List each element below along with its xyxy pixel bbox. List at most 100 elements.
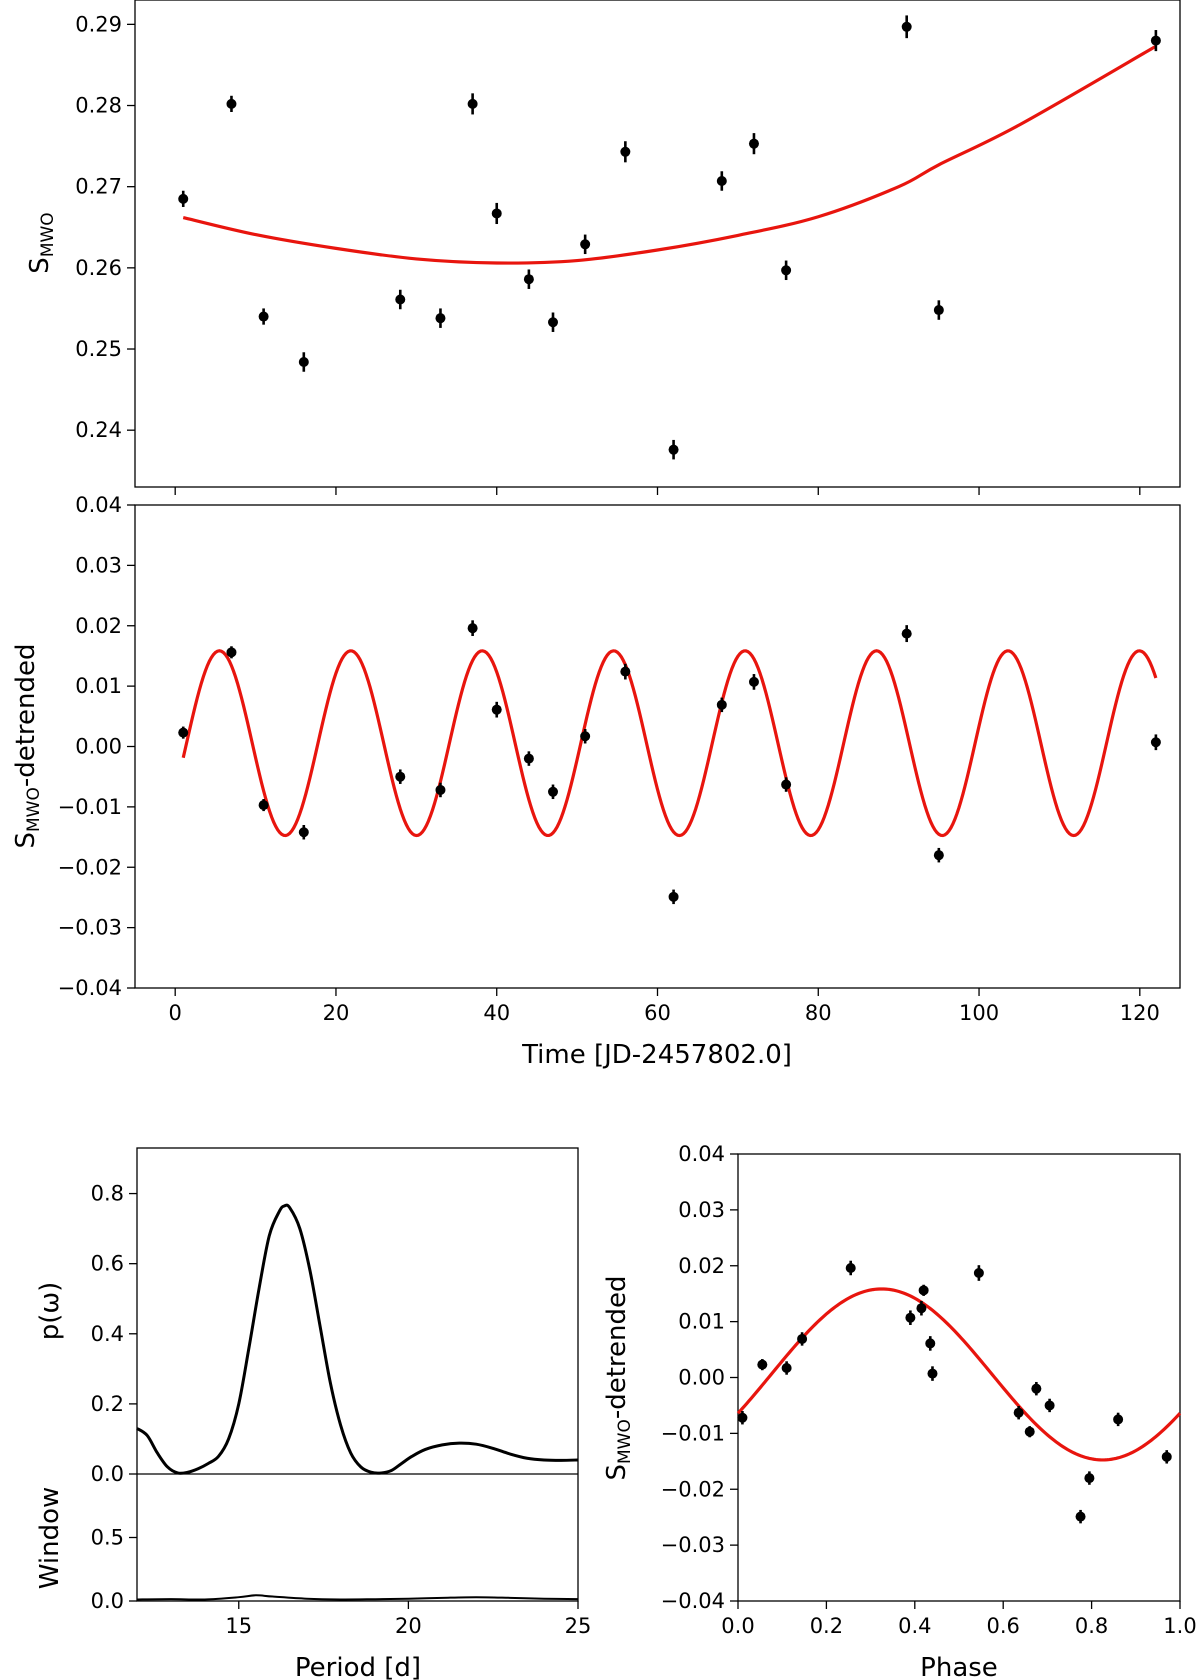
- middle-xtick-label: 0: [169, 1001, 182, 1025]
- top-data-point: [716, 176, 727, 187]
- phase-x-axis-label: Phase: [920, 1653, 998, 1680]
- periodogram-xtick-label: 20: [395, 1614, 422, 1638]
- middle-data-point: [298, 827, 309, 838]
- phase-data-point: [1031, 1383, 1042, 1394]
- middle-ytick-label: 0.01: [75, 674, 122, 698]
- middle-data-point: [435, 784, 446, 795]
- top-panel: 0.24 0.25 0.26 0.27 0.28 0.29 SMWO: [25, 0, 1181, 495]
- periodogram-window-curve: [136, 1594, 579, 1601]
- middle-x-ticks: 0 20 40 60 80 100 120: [169, 988, 1160, 1025]
- middle-data-point: [491, 704, 502, 715]
- phase-panel: −0.04 −0.03 −0.02 −0.01 0.00 0.01 0.02 0.03 0.04…: [602, 1142, 1197, 1680]
- phase-data-point: [781, 1363, 792, 1374]
- middle-data-points: [178, 620, 1161, 905]
- periodogram-power-curve: [136, 1203, 579, 1475]
- phase-data-point: [918, 1285, 929, 1296]
- middle-ytick-label: 0.00: [75, 735, 122, 759]
- phase-data-point: [845, 1262, 856, 1273]
- phase-ytick-label: −0.01: [661, 1421, 725, 1445]
- middle-xtick-label: 80: [805, 1001, 832, 1025]
- phase-xtick-label: 0.0: [721, 1614, 754, 1638]
- middle-data-point: [620, 666, 631, 677]
- middle-y-axis-label: SMWO-detrended: [11, 643, 44, 848]
- middle-ytick-label: 0.02: [75, 614, 122, 638]
- middle-data-point: [548, 786, 558, 797]
- top-data-point: [467, 98, 478, 109]
- middle-y-ticks: −0.04 −0.03 −0.02 −0.01 0.00 0.01 0.02 0.03 0.04: [58, 493, 135, 1000]
- top-data-point: [668, 444, 679, 455]
- top-data-point: [523, 274, 534, 285]
- top-data-point: [548, 317, 558, 328]
- top-data-point: [491, 208, 502, 219]
- middle-xtick-label: 100: [959, 1001, 999, 1025]
- top-y-axis-label: SMWO: [25, 212, 58, 273]
- phase-data-point: [737, 1412, 748, 1423]
- middle-data-point: [781, 779, 792, 790]
- phase-data-point: [973, 1268, 984, 1279]
- periodogram-upper-ytick-label: 0.0: [91, 1462, 124, 1486]
- phase-y-axis-label: SMWO-detrended: [602, 1275, 635, 1480]
- phase-ytick-label: 0.02: [678, 1254, 725, 1278]
- periodogram-x-axis-label: Period [d]: [295, 1653, 421, 1680]
- phase-x-ticks: 0.0 0.2 0.4 0.6 0.8 1.0: [721, 1601, 1197, 1638]
- periodogram-lower-y-label: Window: [35, 1487, 65, 1590]
- top-data-point: [298, 357, 309, 368]
- periodogram-upper-ytick-label: 0.2: [91, 1392, 124, 1416]
- top-data-point: [395, 294, 406, 305]
- top-data-point: [933, 305, 944, 316]
- phase-xtick-label: 0.4: [898, 1614, 931, 1638]
- top-data-point: [620, 146, 631, 157]
- top-trend-line: [182, 44, 1157, 265]
- top-ytick-label: 0.24: [75, 418, 122, 442]
- top-data-point: [226, 98, 237, 109]
- phase-xtick-label: 0.8: [1075, 1614, 1108, 1638]
- top-ytick-label: 0.28: [75, 94, 122, 118]
- middle-ytick-label: −0.01: [58, 795, 122, 819]
- phase-data-point: [757, 1359, 768, 1370]
- middle-xtick-label: 120: [1120, 1001, 1160, 1025]
- phase-xtick-label: 0.2: [810, 1614, 843, 1638]
- middle-data-point: [523, 753, 534, 764]
- phase-data-point: [927, 1368, 938, 1379]
- periodogram-panel: 0.0 0.2 0.4 0.6 0.8 0.0 0.5 15 20 25 p(ω) Windo…: [35, 1147, 592, 1680]
- phase-data-point: [1044, 1400, 1055, 1411]
- middle-sine-fit: [181, 649, 1158, 838]
- middle-data-point: [933, 850, 944, 861]
- middle-xtick-label: 20: [323, 1001, 350, 1025]
- top-ytick-label: 0.29: [75, 12, 122, 36]
- middle-ytick-label: −0.03: [58, 916, 122, 940]
- top-data-point: [178, 193, 189, 204]
- phase-ytick-label: 0.03: [678, 1198, 725, 1222]
- periodogram-lower-ytick-label: 0.0: [91, 1589, 124, 1613]
- middle-ytick-label: −0.04: [58, 976, 122, 1000]
- middle-data-point: [467, 623, 478, 634]
- periodogram-upper-ytick-label: 0.6: [91, 1252, 124, 1276]
- phase-ytick-label: −0.02: [661, 1477, 725, 1501]
- top-ytick-label: 0.26: [75, 256, 122, 280]
- periodogram-upper-y-ticks: 0.0 0.2 0.4 0.6 0.8: [91, 1182, 137, 1486]
- middle-xtick-label: 40: [483, 1001, 510, 1025]
- phase-frame: [737, 1153, 1181, 1602]
- middle-ytick-label: −0.02: [58, 855, 122, 879]
- middle-panel: −0.04 −0.03 −0.02 −0.01 0.00 0.01 0.02 0.03 0.04…: [11, 493, 1181, 1070]
- phase-data-point: [1084, 1473, 1095, 1484]
- middle-data-point: [716, 699, 727, 710]
- middle-data-point: [668, 891, 679, 902]
- phase-data-points: [737, 1260, 1172, 1524]
- top-data-point: [258, 311, 269, 322]
- top-data-point: [435, 313, 446, 324]
- periodogram-xtick-label: 25: [565, 1614, 592, 1638]
- top-y-ticks: 0.24 0.25 0.26 0.27 0.28 0.29: [75, 12, 135, 442]
- middle-data-point: [226, 647, 237, 658]
- top-data-points: [178, 15, 1161, 460]
- middle-data-point: [748, 676, 759, 687]
- top-data-point: [748, 138, 759, 149]
- middle-data-point: [178, 727, 189, 738]
- middle-xtick-label: 60: [644, 1001, 671, 1025]
- phase-ytick-label: −0.03: [661, 1533, 725, 1557]
- phase-y-ticks: −0.04 −0.03 −0.02 −0.01 0.00 0.01 0.02 0.03 0.04: [661, 1142, 738, 1613]
- periodogram-xtick-label: 15: [225, 1614, 252, 1638]
- middle-ytick-label: 0.03: [75, 553, 122, 577]
- phase-ytick-label: 0.04: [678, 1142, 725, 1166]
- middle-data-point: [580, 731, 591, 742]
